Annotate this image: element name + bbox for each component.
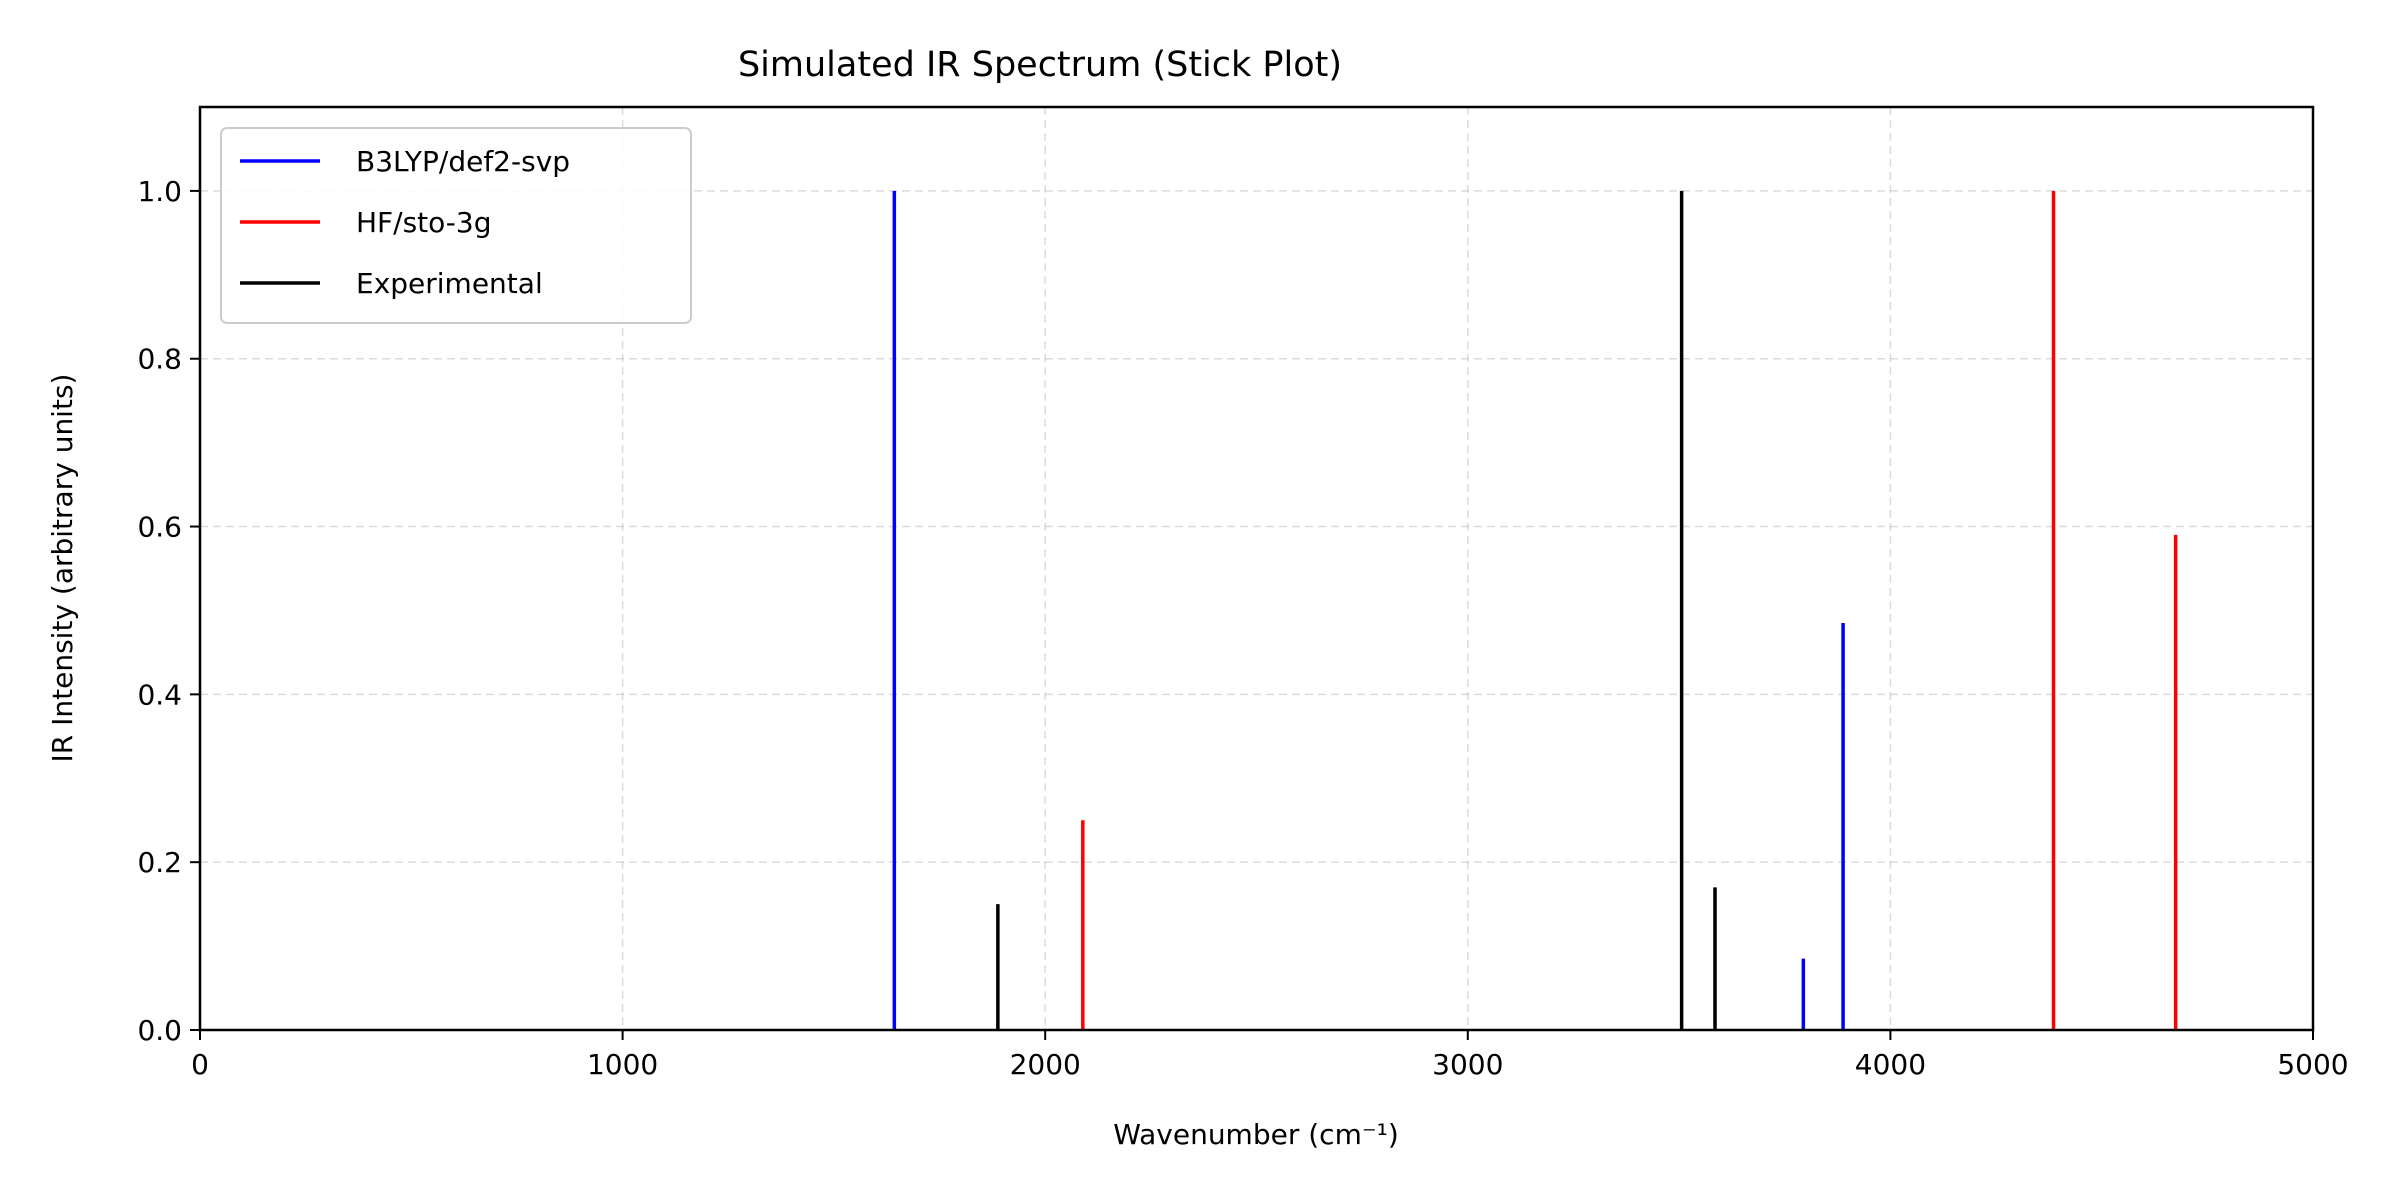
legend-box bbox=[220, 127, 692, 324]
y-tick-label: 0.4 bbox=[137, 678, 182, 711]
grid bbox=[200, 107, 2313, 1030]
x-tick-label: 0 bbox=[191, 1048, 209, 1081]
legend-label: Experimental bbox=[356, 267, 543, 300]
x-tick-label: 1000 bbox=[587, 1048, 658, 1081]
x-tick-label: 4000 bbox=[1855, 1048, 1926, 1081]
legend-label: B3LYP/def2-svp bbox=[356, 145, 570, 178]
y-tick-label: 1.0 bbox=[137, 175, 182, 208]
axis-ticks: 0 1000 2000 3000 4000 5000 0.0 0.2 0.4 0.6 0.8 1.0 bbox=[137, 175, 2348, 1081]
x-tick-label: 5000 bbox=[2277, 1048, 2348, 1081]
y-tick-label: 0.6 bbox=[137, 511, 182, 544]
plot-frame bbox=[198, 105, 2315, 1032]
legend-label: HF/sto-3g bbox=[356, 206, 492, 239]
chart-title: Simulated IR Spectrum (Stick Plot) bbox=[738, 45, 1342, 85]
stick-series bbox=[892, 190, 2178, 1030]
y-tick-label: 0.0 bbox=[137, 1014, 182, 1047]
x-tick-label: 3000 bbox=[1432, 1048, 1503, 1081]
y-tick-label: 0.8 bbox=[137, 343, 182, 376]
y-axis-label: IR Intensity (arbitrary units) bbox=[46, 374, 79, 763]
x-tick-label: 2000 bbox=[1010, 1048, 1081, 1081]
legend: B3LYP/def2-svp HF/sto-3g Experimental bbox=[220, 127, 692, 324]
y-tick-label: 0.2 bbox=[137, 846, 182, 879]
x-axis-label: Wavenumber (cm⁻¹) bbox=[1113, 1118, 1399, 1151]
